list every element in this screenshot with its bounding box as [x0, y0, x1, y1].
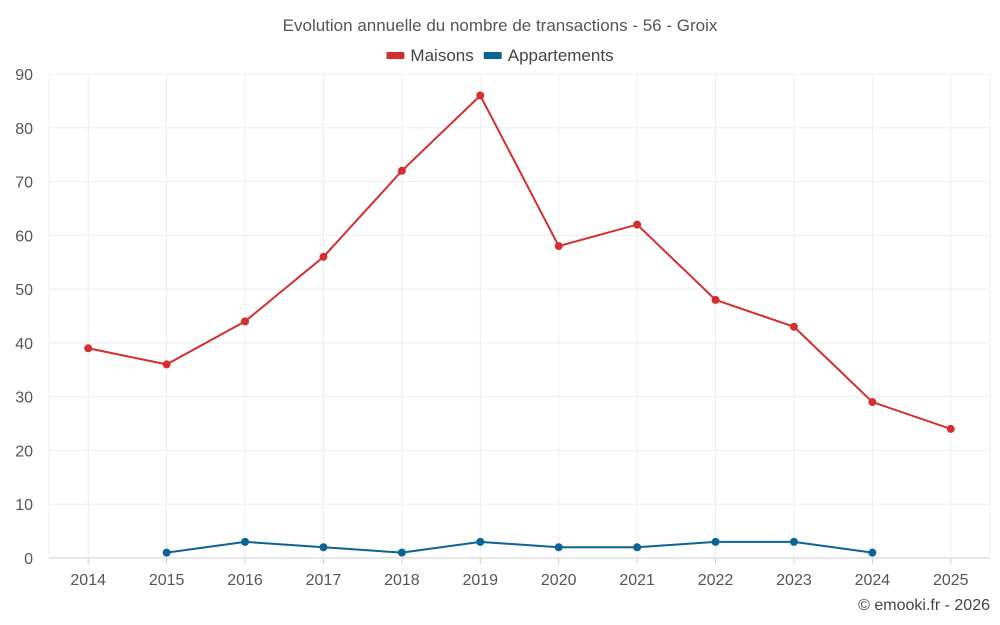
data-point[interactable]: [711, 537, 720, 546]
y-tick-label: 30: [15, 390, 33, 407]
data-point[interactable]: [633, 220, 642, 229]
legend-label: Appartements: [508, 46, 614, 65]
data-point[interactable]: [162, 360, 171, 369]
y-tick-label: 70: [15, 175, 33, 192]
series-maisons: [84, 91, 955, 433]
data-point[interactable]: [162, 548, 171, 557]
x-tick-label: 2016: [227, 572, 263, 589]
grid: [48, 73, 991, 559]
y-tick-label: 80: [15, 121, 33, 138]
x-axis: 2014 2015 2016 2017 2018 2019 2020 2021 2022 2023…: [70, 558, 969, 589]
data-point[interactable]: [319, 252, 328, 261]
x-tick-label: 2021: [619, 572, 655, 589]
x-tick-label: 2022: [698, 572, 734, 589]
legend-swatch: [386, 52, 405, 59]
series-line: [88, 93, 952, 430]
legend-swatch: [483, 52, 502, 59]
data-point[interactable]: [946, 424, 955, 433]
x-tick-label: 2025: [933, 572, 969, 589]
series-line: [166, 540, 873, 554]
series-appartements: [162, 537, 877, 557]
data-point[interactable]: [868, 548, 877, 557]
data-point[interactable]: [397, 548, 406, 557]
x-tick-label: 2015: [149, 572, 185, 589]
data-point[interactable]: [319, 543, 328, 552]
data-point[interactable]: [476, 91, 485, 100]
legend-item-maisons[interactable]: Maisons: [386, 46, 474, 65]
x-tick-label: 2017: [306, 572, 342, 589]
data-point[interactable]: [789, 537, 798, 546]
data-point[interactable]: [84, 344, 93, 353]
x-tick-label: 2014: [70, 572, 106, 589]
y-tick-label: 60: [15, 228, 33, 245]
x-tick-label: 2024: [855, 572, 891, 589]
y-tick-label: 20: [15, 443, 33, 460]
y-tick-label: 40: [15, 336, 33, 353]
y-tick-label: 0: [24, 551, 33, 568]
data-point[interactable]: [868, 398, 877, 407]
x-tick-label: 2019: [462, 572, 498, 589]
x-tick-label: 2023: [776, 572, 812, 589]
y-axis: 0 10 20 30 40 50 60 70 80 90: [15, 67, 33, 568]
data-point[interactable]: [711, 295, 720, 304]
data-point[interactable]: [789, 322, 798, 331]
legend: Maisons Appartements: [386, 46, 614, 65]
data-point[interactable]: [241, 317, 250, 326]
legend-item-appartements[interactable]: Appartements: [483, 46, 614, 65]
data-point[interactable]: [554, 242, 563, 251]
y-tick-label: 10: [15, 497, 33, 514]
chart-title: Evolution annuelle du nombre de transact…: [283, 16, 718, 35]
data-point[interactable]: [554, 543, 563, 552]
data-point[interactable]: [397, 166, 406, 175]
x-tick-label: 2020: [541, 572, 577, 589]
x-tick-label: 2018: [384, 572, 420, 589]
legend-label: Maisons: [410, 46, 473, 65]
y-tick-label: 50: [15, 282, 33, 299]
series: [84, 91, 955, 557]
data-point[interactable]: [241, 537, 250, 546]
data-point[interactable]: [476, 537, 485, 546]
credit-text: © emooki.fr - 2026: [858, 597, 990, 614]
y-tick-label: 90: [15, 67, 33, 84]
data-point[interactable]: [633, 543, 642, 552]
